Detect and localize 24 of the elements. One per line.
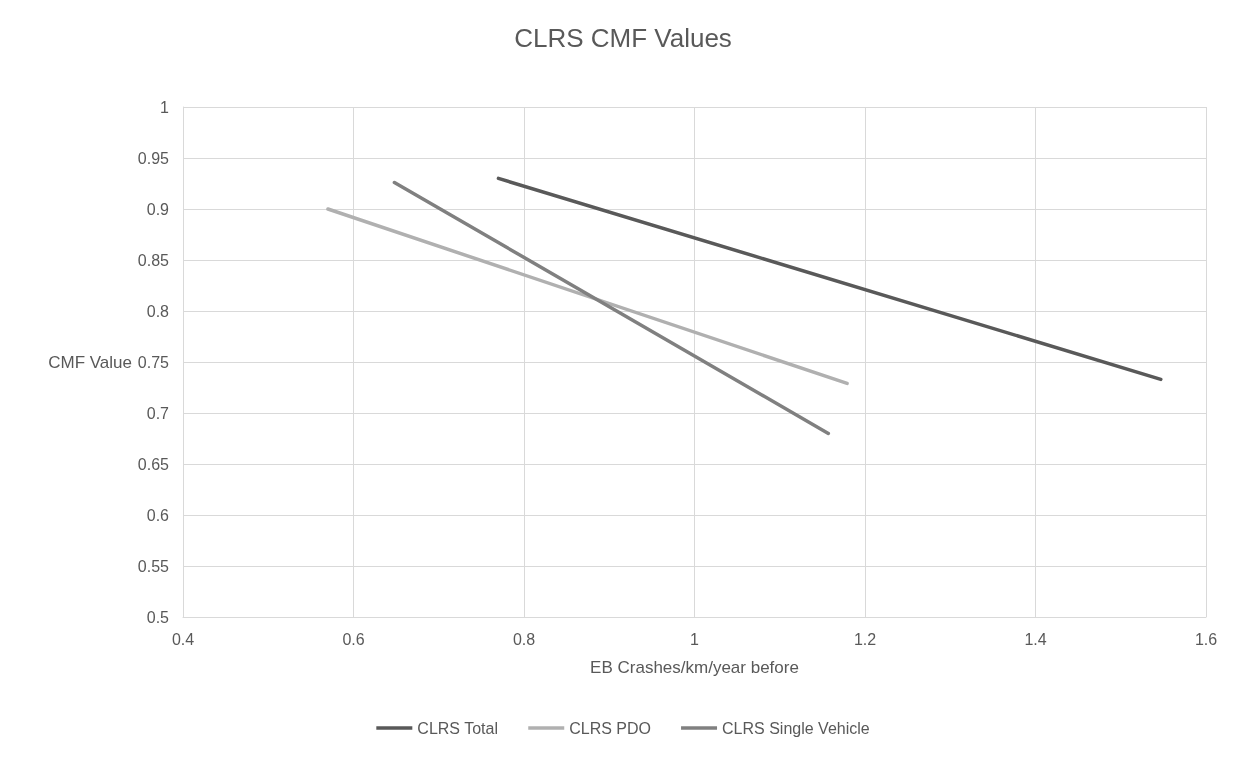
x-tick-label: 1.4: [1024, 630, 1047, 648]
legend-label: CLRS PDO: [569, 719, 652, 737]
y-tick-label: 1: [160, 98, 170, 116]
x-tick-label: 1: [690, 630, 700, 648]
x-tick-label: 1.6: [1194, 630, 1218, 648]
y-tick-label: 0.55: [137, 557, 170, 575]
y-tick-label: 0.85: [137, 251, 170, 269]
y-tick-label: 0.8: [146, 302, 170, 320]
legend-label: CLRS Total: [417, 719, 498, 737]
y-tick-label: 0.95: [137, 149, 170, 167]
y-tick-label: 0.6: [146, 506, 170, 524]
legend-label: CLRS Single Vehicle: [722, 719, 870, 737]
x-axis-title: EB Crashes/km/year before: [590, 658, 799, 677]
x-tick-label: 0.8: [512, 630, 536, 648]
x-tick-label: 0.4: [171, 630, 195, 648]
x-tick-label: 0.6: [342, 630, 365, 648]
y-tick-label: 0.7: [146, 404, 170, 422]
y-tick-label: 0.9: [146, 200, 170, 218]
y-tick-label: 0.5: [146, 608, 170, 626]
x-tick-label: 1.2: [853, 630, 877, 648]
y-axis-title: CMF Value: [48, 352, 132, 372]
y-tick-label: 0.75: [137, 353, 170, 371]
chart-title: CLRS CMF Values: [514, 23, 732, 53]
y-tick-label: 0.65: [137, 455, 170, 473]
